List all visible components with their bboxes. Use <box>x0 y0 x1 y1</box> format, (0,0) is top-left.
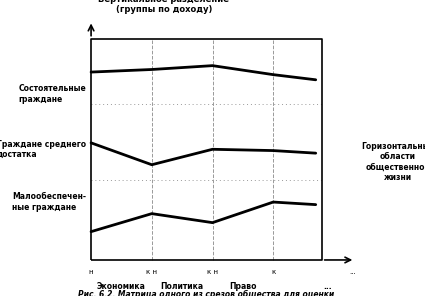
Text: к: к <box>271 269 275 275</box>
Text: н: н <box>89 269 94 275</box>
Text: Право: Право <box>229 282 257 291</box>
Text: к н: к н <box>207 269 218 275</box>
Text: Горизонтальные
области
общественной
жизни: Горизонтальные области общественной жизн… <box>361 142 425 182</box>
Text: к н: к н <box>146 269 157 275</box>
Text: Граждане среднего
достатка: Граждане среднего достатка <box>0 140 86 159</box>
Text: Политика: Политика <box>161 282 204 291</box>
Text: Вертикальное разделение
(группы по доходу): Вертикальное разделение (группы по доход… <box>99 0 230 14</box>
Text: ...: ... <box>323 282 332 291</box>
Text: ...: ... <box>349 269 356 275</box>
Text: Экономика: Экономика <box>97 282 146 291</box>
Text: Состоятельные
граждане: Состоятельные граждане <box>18 84 86 104</box>
Text: Рис. 6.2. Матрица одного из срезов общества для оценки: Рис. 6.2. Матрица одного из срезов общес… <box>78 289 334 296</box>
Text: Малообеспечен-
ные граждане: Малообеспечен- ные граждане <box>12 192 86 212</box>
